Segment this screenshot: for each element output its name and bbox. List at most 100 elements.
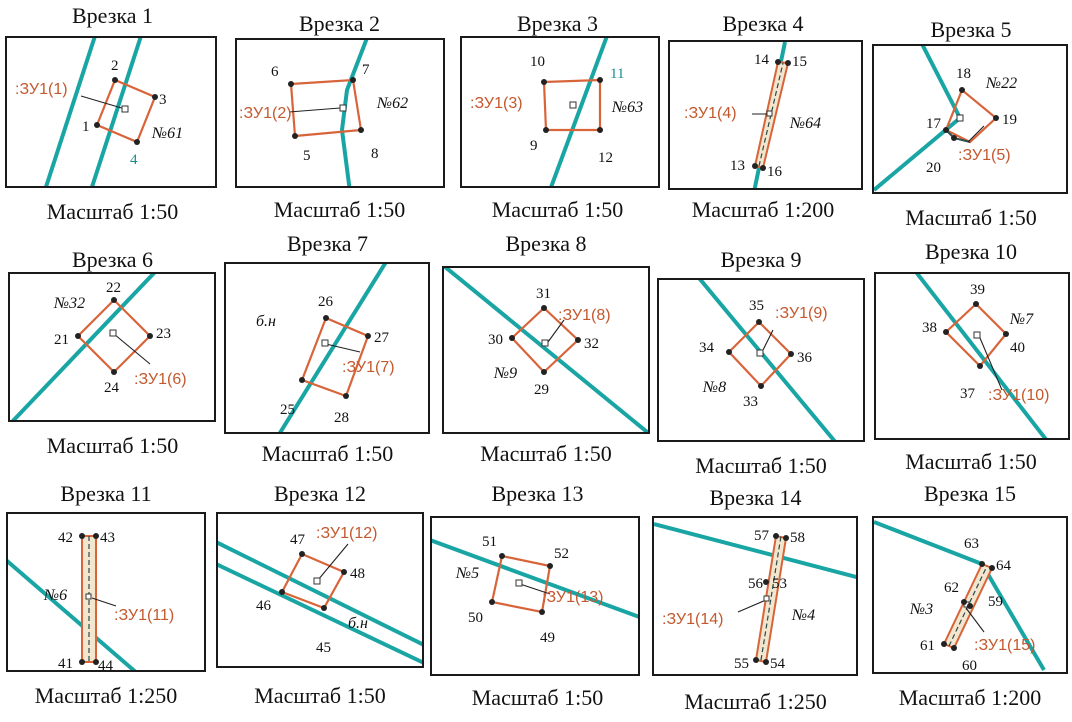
- inset-1: Врезка 1 1 2 3 4 :ЗУ1(1) №61 Масштаб 1:5…: [0, 0, 225, 235]
- centroid-mark: [756, 349, 764, 357]
- boundary-point: [279, 589, 285, 595]
- centroid-mark: [85, 593, 92, 600]
- zu-label: :ЗУ1(7): [342, 359, 395, 376]
- point-number: 43: [100, 530, 115, 546]
- road-line: [915, 274, 1048, 438]
- leader-line: [967, 125, 985, 143]
- boundary-point: [321, 605, 327, 611]
- inset-title: Врезка 6: [71, 247, 154, 272]
- parcel-number-label: №8: [702, 379, 726, 396]
- road-line: [339, 40, 369, 186]
- boundary-point: [94, 122, 100, 128]
- inset-7: Врезка 7 25 26 27 28 :ЗУ1(7) б.н Масштаб…: [220, 228, 435, 473]
- leader-line: [288, 107, 341, 113]
- centroid-mark: [321, 339, 329, 347]
- point-number: 47: [290, 532, 306, 548]
- inset-11: Врезка 11 41 42 43 44 :ЗУ1(11) №6 Масшта…: [0, 480, 212, 722]
- road-line: [218, 540, 422, 647]
- scale-caption: Масштаб 1:50: [905, 449, 1037, 474]
- parcel-number-label: №32: [53, 295, 85, 312]
- centroid-mark: [973, 331, 981, 339]
- inset-drawing: 37 38 39 40 :ЗУ1(10) №7: [915, 274, 1049, 438]
- point-number: 14: [754, 52, 770, 68]
- parcel-number-label: №61: [151, 125, 183, 142]
- leader-line: [317, 543, 349, 581]
- scale-caption: Масштаб 1:50: [695, 453, 827, 478]
- scale-caption: Масштаб 1:250: [34, 683, 178, 708]
- leader-line: [325, 343, 361, 353]
- road-line: [432, 538, 638, 619]
- centroid-mark: [109, 329, 117, 337]
- leader-line: [737, 599, 767, 613]
- inset-4: Врезка 4 13 14 15 16 :ЗУ1(4) №64 Масштаб…: [663, 0, 863, 235]
- road-line: [549, 38, 609, 186]
- road-line: [278, 264, 388, 432]
- centroid-mark: [121, 105, 129, 113]
- point-number: 9: [530, 138, 538, 154]
- inset-drawing: 1 2 3 4 :ЗУ1(1) №61: [15, 38, 183, 186]
- boundary-point: [541, 79, 547, 85]
- parcel-number-label: №63: [611, 99, 643, 116]
- point-number: 27: [374, 330, 390, 346]
- parcel-number-label: №9: [493, 365, 517, 382]
- inset-drawing: 33 34 35 36 :ЗУ1(9) №8: [698, 280, 837, 440]
- centroid-mark: [569, 101, 577, 109]
- inset-frame: 25 26 27 28 :ЗУ1(7) б.н: [224, 262, 430, 434]
- boundary-point: [951, 645, 957, 651]
- boundary-point: [575, 337, 581, 343]
- inset-drawing: 25 26 27 28 :ЗУ1(7) б.н: [256, 264, 395, 432]
- point-number: 3: [159, 92, 167, 108]
- point-number: 64: [996, 558, 1012, 574]
- inset-drawing: 59 60 61 62 63 64 :ЗУ1(15) №3: [874, 520, 1046, 674]
- parcel-outline: [300, 316, 370, 398]
- parcel-outline: [944, 88, 998, 144]
- point-number: 38: [922, 320, 937, 336]
- inset-12: Врезка 12 45 46 47 48 :ЗУ1(12) б.н Масшт…: [210, 480, 430, 722]
- inset-frame: 5 6 7 8 :ЗУ1(2) №62: [235, 38, 445, 188]
- boundary-point: [943, 127, 949, 133]
- inset-14: Врезка 14 53 54 55 56 57 58 :ЗУ1(14) №4 …: [648, 480, 863, 722]
- point-number: 20: [926, 160, 941, 176]
- centroid-mark: [339, 104, 347, 112]
- zu-label: :ЗУ1(11): [114, 607, 174, 624]
- boundary-point: [541, 305, 547, 311]
- inset-frame: 17 18 19 20 :ЗУ1(5) №22: [872, 44, 1068, 194]
- scale-caption: Масштаб 1:50: [471, 685, 604, 710]
- point-number: 11: [610, 66, 624, 82]
- point-number: 22: [106, 280, 121, 296]
- point-number: 2: [111, 58, 119, 74]
- boundary-point: [79, 659, 85, 665]
- point-number: 10: [530, 54, 545, 70]
- boundary-point: [756, 319, 762, 325]
- boundary-point: [93, 659, 99, 665]
- point-number: 33: [743, 394, 758, 410]
- point-number: 39: [970, 282, 985, 298]
- parcel-number-label: №64: [789, 115, 821, 132]
- boundary-point: [758, 383, 764, 389]
- point-number: 63: [964, 536, 979, 552]
- point-number: 32: [584, 336, 599, 352]
- parcel-number-label: №3: [909, 601, 933, 618]
- boundary-point: [943, 329, 949, 335]
- inset-13: Врезка 13 49 50 51 52 :ЗУ1(13) №5 Масшта…: [430, 480, 645, 722]
- boundary-point: [292, 133, 298, 139]
- inset-title: Врезка 12: [273, 481, 367, 506]
- zu-label: :ЗУ1(9): [775, 305, 828, 322]
- inset-3: Врезка 3 9 10 11 12 :ЗУ1(3) №63 Масштаб …: [455, 0, 660, 235]
- point-number: 17: [926, 116, 942, 132]
- road-line: [444, 268, 648, 432]
- point-number: 25: [280, 402, 295, 418]
- leader-line: [80, 95, 126, 110]
- zu-label: :ЗУ1(15): [974, 637, 1035, 654]
- inset-10: Врезка 10 37 38 39 40 :ЗУ1(10) №7 Масшта…: [870, 240, 1072, 480]
- centroid-mark: [766, 110, 773, 117]
- point-number: 1: [82, 119, 90, 135]
- boundary-point: [726, 349, 732, 355]
- inset-drawing: 17 18 19 20 :ЗУ1(5) №22: [874, 46, 1017, 192]
- zu-label: :ЗУ1(13): [542, 589, 603, 606]
- point-number: 60: [962, 658, 977, 674]
- scale-caption: Масштаб 1:50: [261, 441, 394, 466]
- point-number: 48: [350, 566, 365, 582]
- leader-line: [547, 319, 565, 343]
- inset-drawing: 41 42 43 44 :ЗУ1(11) №6: [8, 530, 174, 670]
